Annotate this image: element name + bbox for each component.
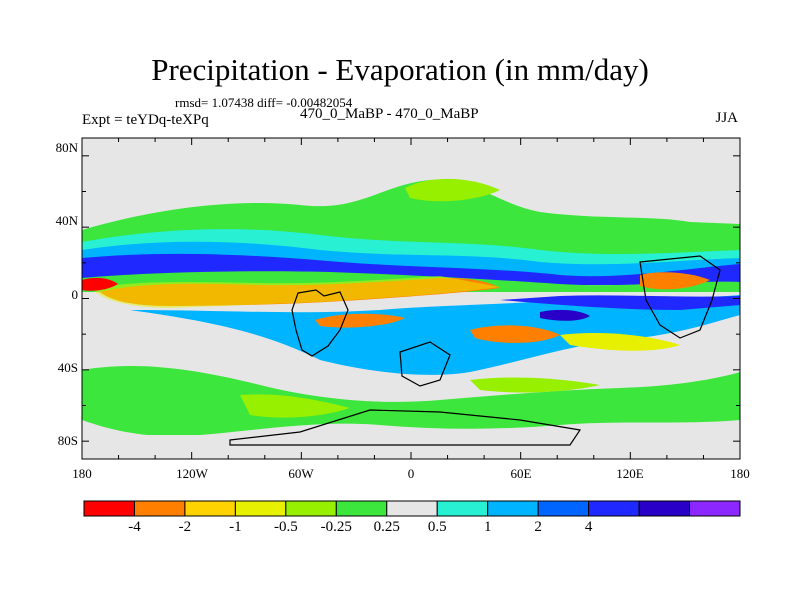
colorbar-swatch	[588, 500, 640, 517]
case-label: 470_0_MaBP - 470_0_MaBP	[300, 106, 479, 122]
season-label: JJA	[715, 110, 738, 126]
lat-tick-0: 0	[71, 287, 79, 302]
axis-ticks	[81, 138, 741, 459]
lon-tick-120e: 120E	[616, 466, 644, 481]
lat-tick-40n: 40N	[55, 213, 78, 228]
stats-text: rmsd= 1.07438 diff= -0.00482054	[175, 95, 353, 110]
lon-tick-60e: 60E	[510, 466, 532, 481]
colorbar-swatch	[436, 500, 489, 517]
lat-tick-80s: 80S	[57, 433, 78, 448]
lon-tick-0: 0	[407, 466, 415, 481]
colorbar-label: -2	[178, 519, 192, 535]
lon-tick-180e: 180	[730, 466, 750, 481]
lon-tick-120w: 120W	[176, 466, 208, 481]
colorbar-swatch	[184, 500, 236, 517]
plot-title: Precipitation - Evaporation (in mm/day)	[151, 52, 649, 87]
lat-tick-80n: 80N	[55, 140, 78, 155]
colorbar-swatch	[537, 500, 590, 517]
colorbar-label: -0.5	[273, 519, 298, 535]
colorbar-swatch	[83, 500, 135, 517]
colorbar-label: 4	[584, 519, 593, 535]
colorbar-swatch	[335, 500, 388, 517]
colorbar-label: -4	[128, 519, 141, 535]
colorbar-swatch	[386, 500, 438, 517]
colorbar-label: -0.25	[320, 519, 352, 535]
colorbar-label: 1	[483, 519, 492, 535]
colorbar-label: -1	[229, 519, 242, 535]
colorbar-swatch	[638, 500, 691, 517]
lon-tick-60w: 60W	[288, 466, 314, 481]
colorbar-swatch	[487, 500, 539, 517]
colorbar-label: 0.25	[373, 519, 400, 535]
colorbar-swatch	[285, 500, 337, 517]
colorbar	[83, 500, 741, 517]
experiment-label: Expt = teYDq-teXPq	[82, 112, 209, 128]
lon-tick-180w: 180	[72, 466, 92, 481]
map-field	[82, 138, 740, 459]
colorbar-label: 2	[534, 519, 542, 535]
colorbar-swatch	[689, 500, 741, 517]
colorbar-label: 0.5	[427, 519, 447, 535]
colorbar-swatch	[234, 500, 287, 517]
lat-tick-40s: 40S	[57, 360, 78, 375]
colorbar-swatch	[133, 500, 186, 517]
